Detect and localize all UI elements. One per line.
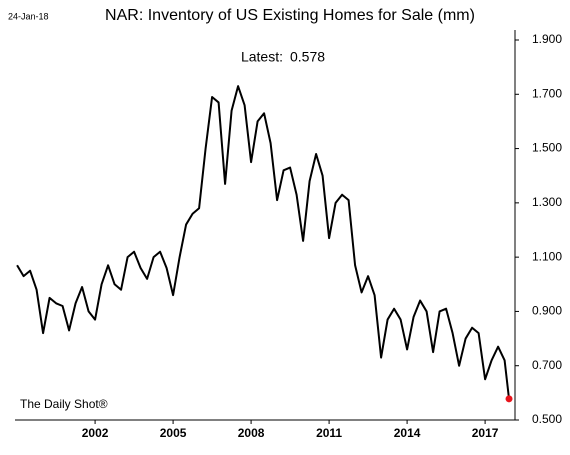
y-tick-label: 0.500 [532, 412, 562, 426]
date-label: 24-Jan-18 [8, 11, 49, 21]
line [16, 85, 511, 399]
latest-label: Latest: [241, 49, 283, 65]
y-tick-label: 1.700 [532, 86, 562, 100]
source-label: The Daily Shot® [20, 397, 108, 411]
x-tick-label: 2005 [160, 426, 187, 440]
x-tick-label: 2017 [472, 426, 499, 440]
x-tick-label: 2008 [238, 426, 265, 440]
latest-value: 0.578 [290, 49, 325, 65]
y-tick-label: 1.300 [532, 195, 562, 209]
y-tick-label: 1.500 [532, 141, 562, 155]
y-tick-label: 1.100 [532, 249, 562, 263]
chart-title: NAR: Inventory of US Existing Homes for … [105, 7, 475, 24]
last-point [505, 395, 513, 403]
x-tick-label: 2011 [316, 426, 342, 440]
y-tick-label: 0.700 [532, 358, 562, 372]
x-tick-label: 2014 [394, 426, 421, 440]
x-tick-label: 2002 [82, 426, 109, 440]
y-tick-label: 1.900 [532, 32, 562, 46]
y-tick-label: 0.900 [532, 304, 562, 318]
